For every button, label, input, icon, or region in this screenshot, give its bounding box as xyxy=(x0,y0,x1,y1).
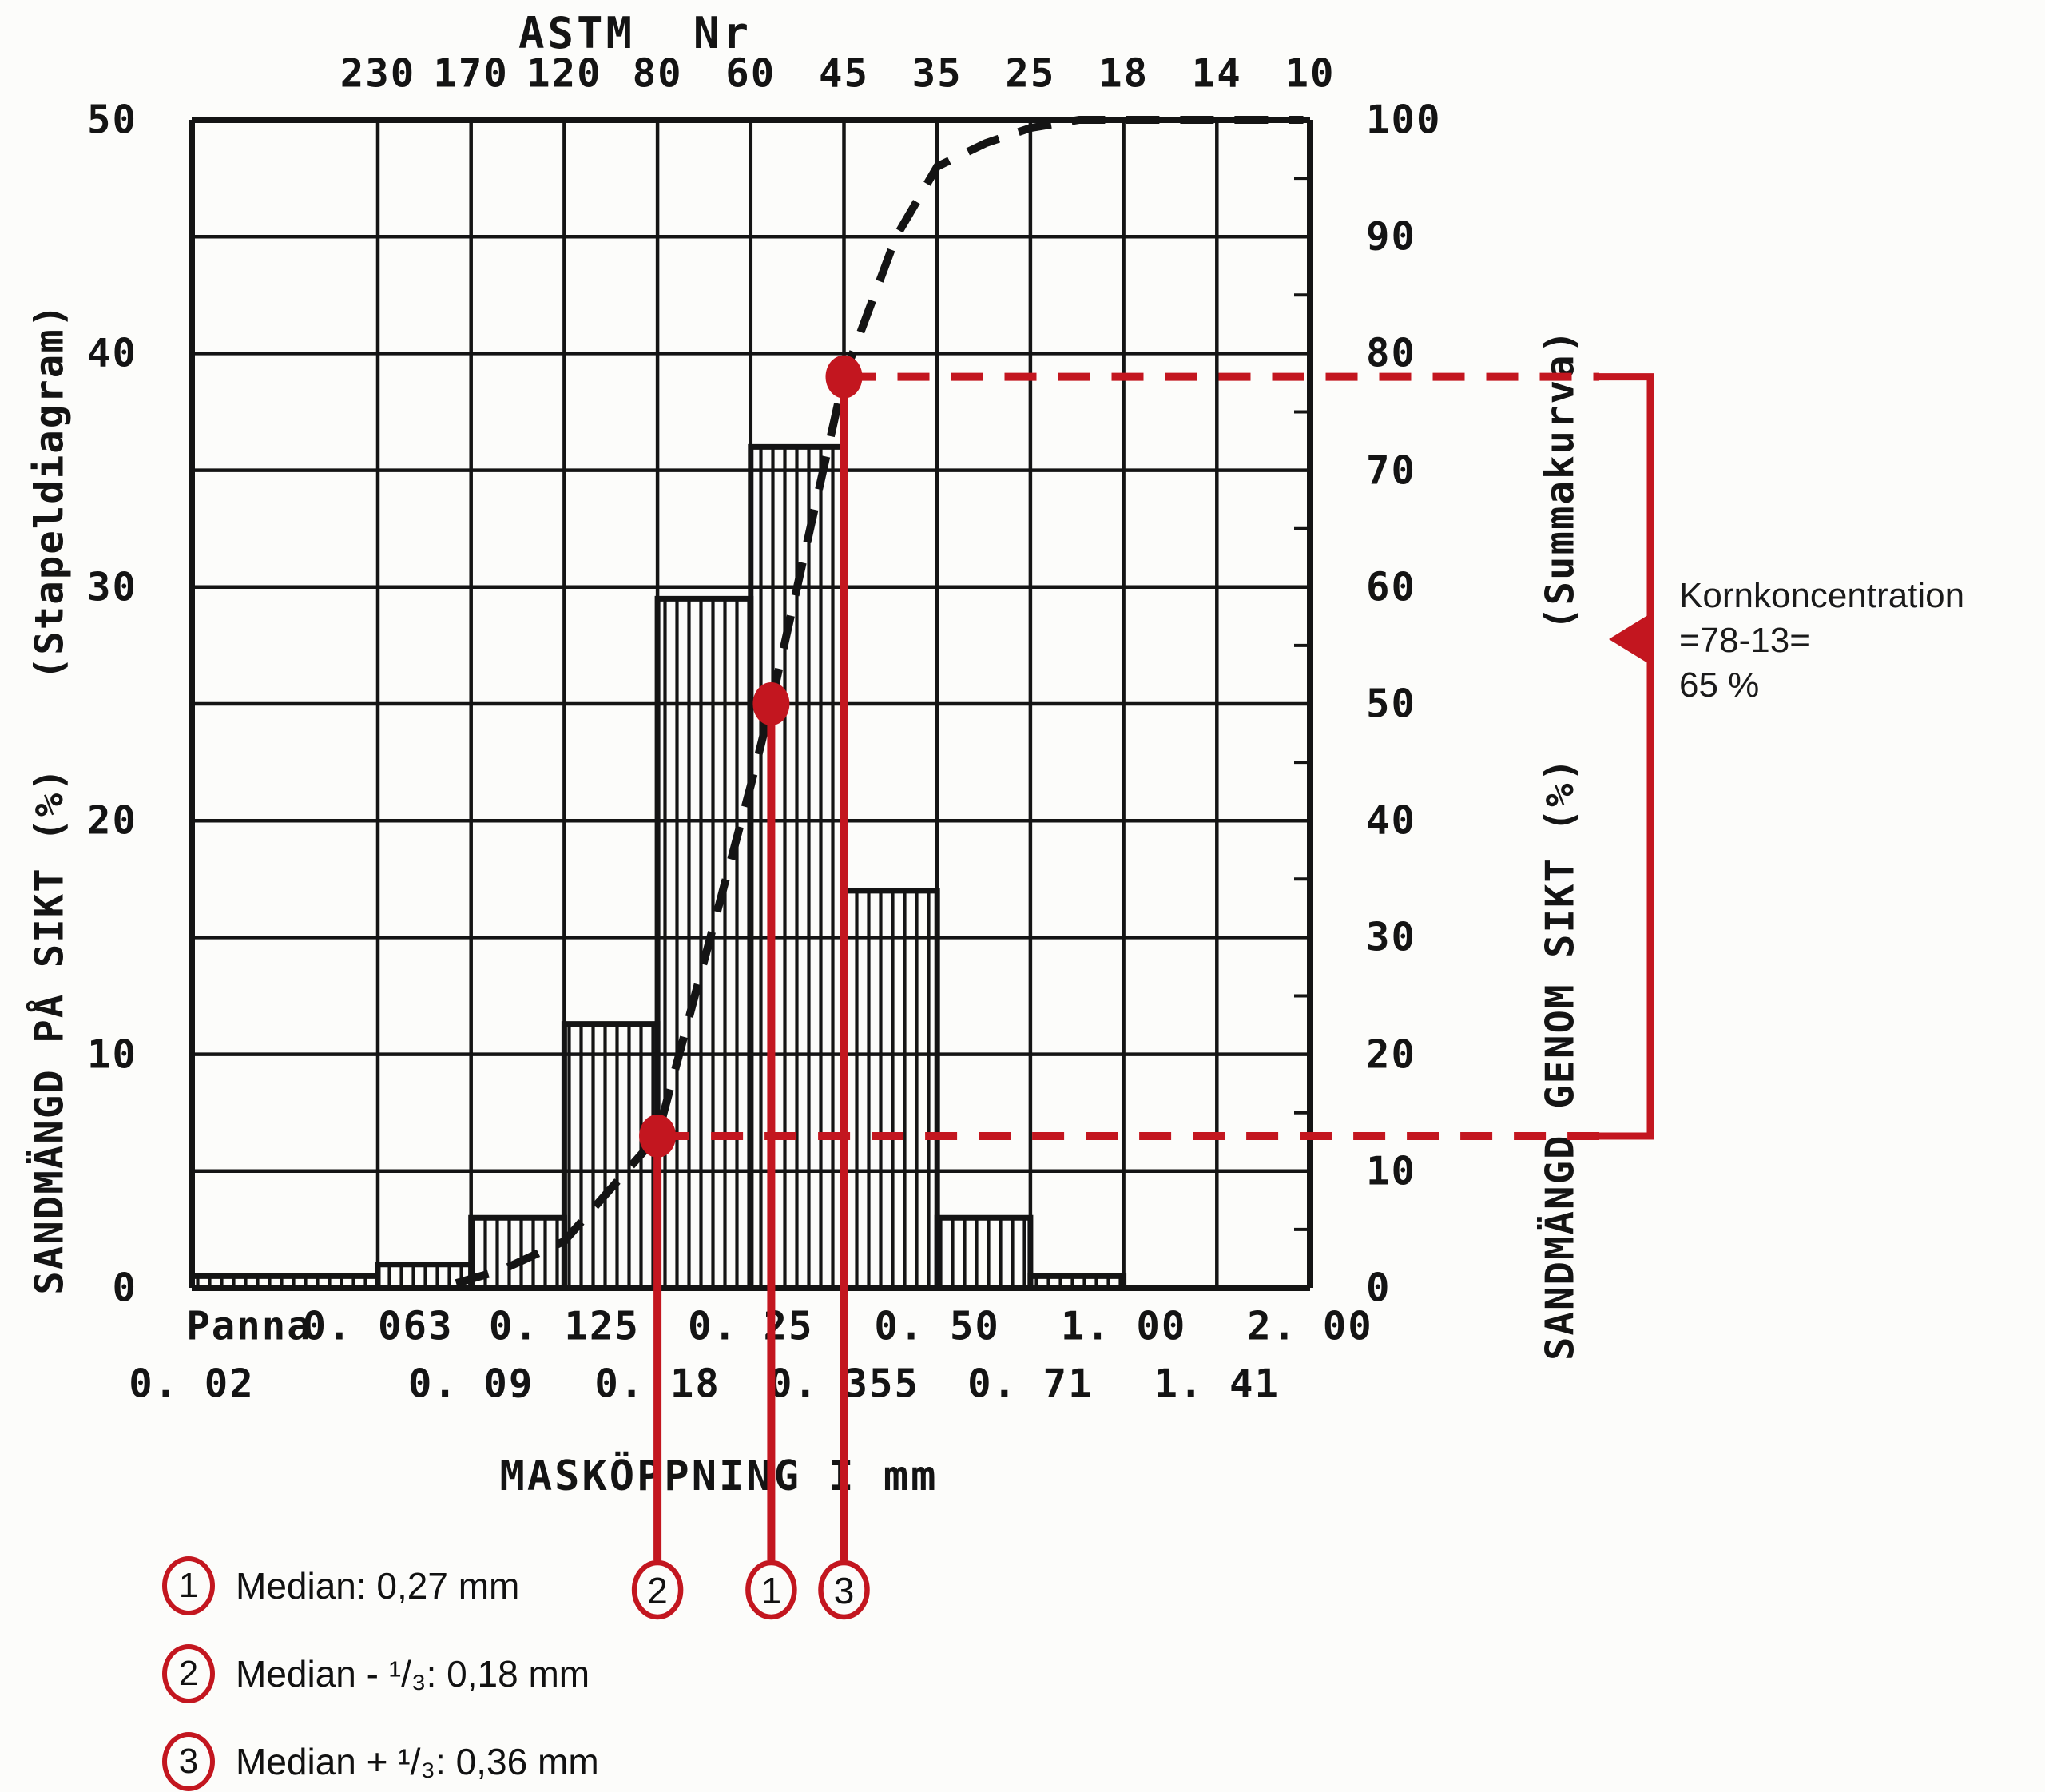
x-tick-label-row1: 1. 00 xyxy=(1060,1303,1187,1349)
right-axis-tick-label: 20 xyxy=(1366,1031,1417,1078)
right-axis-tick-label: 10 xyxy=(1366,1148,1417,1194)
legend-item-2: 2 Median - ¹/₃: 0,18 mm xyxy=(162,1644,590,1703)
astm-tick-label: 60 xyxy=(725,50,776,97)
left-axis-subtitle: (Stapeldiagram) xyxy=(26,302,73,681)
histogram-bar-outline xyxy=(468,1214,567,1288)
astm-tick-label: 80 xyxy=(632,50,683,97)
histogram-bar-outline xyxy=(375,1262,475,1288)
right-axis-title: SANDMÄNGD GENOM SIKT (%) xyxy=(1537,756,1583,1361)
histogram-bar xyxy=(937,1218,1030,1288)
right-axis-tick-label: 40 xyxy=(1366,797,1417,844)
right-axis-tick-label: 80 xyxy=(1366,330,1417,376)
kornkoncentration-annotation: Kornkoncentration =78-13= 65 % xyxy=(1679,574,1964,708)
grid xyxy=(189,117,1313,1291)
right-axis-tick-label: 100 xyxy=(1366,97,1442,143)
histogram-bar xyxy=(192,1276,378,1288)
red-curve-point xyxy=(752,682,790,725)
histogram-bar-outline xyxy=(841,888,940,1288)
x-axis-title: MASKÖPPNING I mm xyxy=(499,1452,939,1500)
right-axis-tick-label: 50 xyxy=(1366,681,1417,727)
red-curve-point xyxy=(639,1114,677,1158)
x-tick-label-row1: 0. 50 xyxy=(874,1303,1000,1349)
x-tick-label-row2: 0. 71 xyxy=(967,1361,1094,1407)
annotation-line-3: 65 % xyxy=(1679,666,1760,705)
left-axis-tick-label: 50 xyxy=(86,97,137,143)
astm-tick-label: 18 xyxy=(1098,50,1150,97)
legend-label-1: Median: 0,27 mm xyxy=(236,1565,520,1607)
histogram-bar-outline xyxy=(1027,1273,1127,1288)
astm-tick-label: 170 xyxy=(433,50,509,97)
annotation-line-1: Kornkoncentration xyxy=(1679,576,1965,615)
x-tick-label-row1: 0. 125 xyxy=(488,1303,640,1349)
red-curve-point xyxy=(825,355,863,399)
astm-tick-label: 120 xyxy=(526,50,602,97)
left-axis-tick-label: 30 xyxy=(86,564,137,610)
x-tick-label-row2: 0. 355 xyxy=(768,1361,920,1407)
circled-number xyxy=(631,1560,684,1620)
histogram-bar-outline xyxy=(654,595,754,1288)
legend-label-3: Median + ¹/₃: 0,36 mm xyxy=(236,1741,599,1782)
x-tick-label-row2: 1. 41 xyxy=(1154,1361,1281,1407)
legend-circle-3: 3 xyxy=(162,1732,215,1791)
right-axis-tick-label: 90 xyxy=(1366,213,1417,260)
histogram-bar-outline xyxy=(561,1021,661,1288)
right-axis-tick-label: 60 xyxy=(1366,564,1417,610)
left-axis-tick-label: 0 xyxy=(112,1265,137,1311)
x-tick-label-row2: 0. 18 xyxy=(594,1361,721,1407)
histogram-bar-outline xyxy=(748,443,847,1288)
circled-number-label: 2 xyxy=(647,1570,668,1611)
x-tick-label-row2: 0. 02 xyxy=(129,1361,255,1407)
histogram-bar xyxy=(657,598,751,1288)
left-axis-title: SANDMÄNGD PÅ SIKT (%) xyxy=(26,766,73,1295)
bracket-arrow xyxy=(1609,614,1650,665)
histogram-bar xyxy=(564,1023,658,1288)
x-tick-label-row1: 2. 00 xyxy=(1247,1303,1373,1349)
legend-circle-1: 1 xyxy=(162,1556,215,1615)
legend-circle-2: 2 xyxy=(162,1644,215,1703)
circled-number xyxy=(745,1560,797,1620)
histogram-bars xyxy=(189,443,1127,1288)
legend-item-3: 3 Median + ¹/₃: 0,36 mm xyxy=(162,1732,599,1791)
right-axis-tick-label: 70 xyxy=(1366,447,1417,494)
x-tick-label-row1: 0. 063 xyxy=(302,1303,454,1349)
histogram-bar xyxy=(1030,1276,1124,1288)
astm-tick-label: 25 xyxy=(1005,50,1056,97)
legend-label-2: Median - ¹/₃: 0,18 mm xyxy=(236,1653,590,1695)
histogram-bar-outline xyxy=(189,1273,381,1288)
x-tick-label-row2: 0. 09 xyxy=(407,1361,534,1407)
x-tick-label-row1: Panna xyxy=(186,1303,312,1349)
right-axis-tick-label: 0 xyxy=(1366,1265,1392,1311)
astm-tick-label: 14 xyxy=(1191,50,1242,97)
top-axis-title: ASTM Nr xyxy=(518,8,752,58)
red-annotations: 2 1 3 xyxy=(631,355,1654,1620)
cumulative-curve xyxy=(455,116,1304,1288)
histogram-bar-outline xyxy=(934,1214,1034,1288)
astm-tick-label: 45 xyxy=(818,50,870,97)
astm-tick-label: 35 xyxy=(911,50,963,97)
legend-item-1: 1 Median: 0,27 mm xyxy=(162,1556,520,1615)
annotation-line-2: =78-13= xyxy=(1679,621,1810,660)
histogram-bar xyxy=(378,1264,471,1288)
right-axis-tick-label: 30 xyxy=(1366,914,1417,960)
x-tick-label-row1: 0. 25 xyxy=(688,1303,814,1349)
circled-number-label: 3 xyxy=(834,1570,855,1611)
red-bracket xyxy=(1599,373,1654,1140)
left-axis-tick-label: 10 xyxy=(86,1031,137,1078)
left-axis-tick-label: 20 xyxy=(86,797,137,844)
circled-number xyxy=(818,1560,870,1620)
circled-number-label: 1 xyxy=(761,1570,782,1611)
left-axis-tick-label: 40 xyxy=(86,330,137,376)
histogram-bar xyxy=(844,890,938,1288)
histogram-bar xyxy=(750,447,844,1288)
astm-tick-label: 10 xyxy=(1285,50,1336,97)
histogram-bar xyxy=(471,1218,565,1288)
right-axis-subtitle: (Summakurva) xyxy=(1537,328,1583,631)
astm-tick-label: 230 xyxy=(340,50,416,97)
